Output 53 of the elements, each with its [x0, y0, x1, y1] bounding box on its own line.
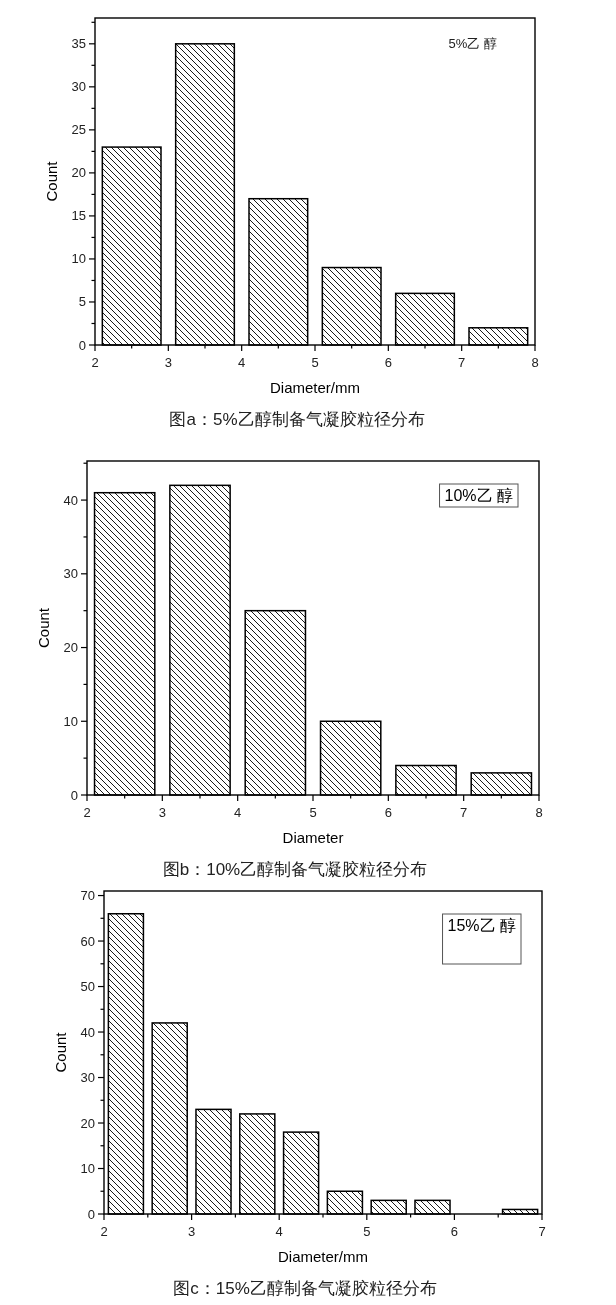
- x-tick-label: 8: [531, 355, 539, 370]
- y-tick-label: 20: [63, 640, 78, 656]
- text: 图b：10%乙醇制备气凝胶粒径分布: [162, 860, 428, 879]
- y-tick-label: 0: [78, 337, 86, 353]
- annotation: 10%乙 醇: [444, 487, 513, 504]
- annotation: 5%乙 醇: [448, 36, 497, 51]
- x-tick-label: 7: [458, 355, 466, 370]
- x-axis-title: Diameter: [282, 829, 344, 846]
- y-tick-label: 20: [71, 165, 86, 181]
- text: 图a：5%乙醇制备气凝胶粒径分布: [169, 410, 425, 429]
- y-tick-label: 70: [80, 888, 95, 904]
- x-tick-label: 3: [187, 1224, 196, 1239]
- x-tick-label: 2: [91, 355, 99, 370]
- x-tick-label: 5: [309, 805, 317, 820]
- y-tick-label: 20: [80, 1115, 95, 1131]
- y-tick-label: 0: [70, 787, 78, 803]
- x-tick-label: 4: [238, 355, 246, 370]
- x-tick-label: 4: [275, 1224, 283, 1239]
- y-tick-label: 5: [78, 294, 86, 310]
- y-tick-label: 40: [63, 492, 78, 508]
- y-tick-label: 10: [71, 251, 86, 267]
- y-tick-label: 0: [87, 1206, 95, 1222]
- y-tick-label: 50: [80, 979, 95, 995]
- y-tick-label: 40: [80, 1024, 95, 1040]
- x-tick-label: 4: [234, 805, 242, 820]
- y-tick-label: 60: [80, 933, 95, 949]
- y-tick-label: 30: [80, 1070, 95, 1086]
- y-tick-label: 30: [63, 566, 78, 582]
- x-tick-label: 2: [83, 805, 91, 820]
- x-axis-title: Diameter/mm: [277, 1248, 369, 1265]
- x-tick-label: 7: [538, 1224, 546, 1239]
- x-tick-label: 3: [158, 805, 166, 820]
- y-tick-label: 30: [71, 79, 86, 95]
- x-tick-label: 3: [164, 355, 172, 370]
- x-axis-title: Diameter/mm: [269, 379, 361, 396]
- annotation: 15%乙 醇: [447, 917, 516, 934]
- x-tick-label: 5: [311, 355, 319, 370]
- y-tick-label: 15: [71, 208, 86, 224]
- x-tick-label: 5: [363, 1224, 371, 1239]
- x-tick-label: 6: [384, 355, 392, 370]
- x-tick-label: 2: [100, 1224, 108, 1239]
- y-tick-label: 35: [71, 36, 86, 52]
- x-tick-label: 6: [384, 805, 392, 820]
- x-tick-label: 6: [450, 1224, 459, 1239]
- y-axis-title: Count: [42, 160, 60, 202]
- y-axis-title: Count: [51, 1031, 69, 1073]
- text: 图c：15%乙醇制备气凝胶粒径分布: [173, 1279, 437, 1298]
- y-tick-label: 25: [71, 122, 86, 138]
- x-tick-label: 7: [460, 805, 468, 820]
- x-tick-label: 8: [535, 805, 543, 820]
- y-tick-label: 10: [63, 713, 78, 729]
- y-tick-label: 10: [80, 1161, 95, 1177]
- y-axis-title: Count: [34, 607, 52, 649]
